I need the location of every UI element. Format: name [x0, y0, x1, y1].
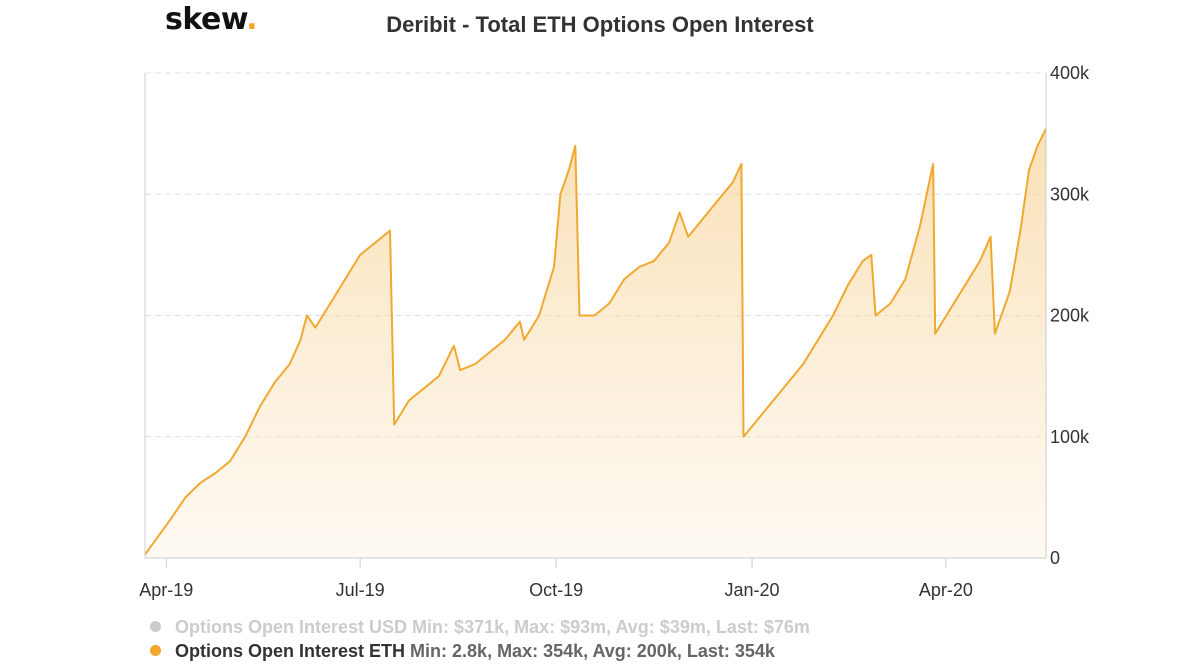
series-area	[144, 128, 1047, 559]
legend-label-eth: Options Open Interest ETH	[175, 641, 406, 661]
x-tick-label-Apr-19: Apr-19	[139, 580, 193, 600]
axes	[144, 73, 1047, 568]
y-tick-labels: 0 100k 200k 300k 400k	[1050, 63, 1090, 568]
legend-stats-usd: Min: $371k, Max: $93m, Avg: $39m, Last: …	[412, 617, 810, 637]
series-line-eth	[144, 128, 1047, 556]
legend-stats-eth: Min: 2.8k, Max: 354k, Avg: 200k, Last: 3…	[410, 641, 775, 661]
logo-dot: .	[246, 2, 258, 37]
legend-marker-eth-icon	[150, 644, 161, 656]
logo-text: skew	[165, 2, 247, 37]
x-tick-labels: Apr-19 Jul-19 Oct-19 Jan-20 Apr-20	[139, 580, 973, 600]
x-tick-label-Jul-19: Jul-19	[336, 580, 385, 600]
y-tick-label-0: 0	[1050, 548, 1060, 568]
x-tick-label-Jan-20: Jan-20	[725, 580, 780, 600]
series-area-fill-eth	[145, 128, 1046, 559]
x-tick-label-Oct-19: Oct-19	[529, 580, 583, 600]
legend-item-eth[interactable]: Options Open Interest ETH Min: 2.8k, Max…	[150, 641, 775, 662]
skew-logo: skew.	[165, 2, 258, 37]
chart-title: Deribit - Total ETH Options Open Interes…	[386, 12, 814, 37]
legend-label-usd: Options Open Interest USD	[175, 617, 408, 637]
x-tick-label-Apr-20: Apr-20	[919, 580, 973, 600]
legend-marker-usd-icon	[150, 620, 161, 632]
y-tick-label-400k: 400k	[1050, 63, 1090, 83]
y-tick-label-300k: 300k	[1050, 184, 1090, 204]
legend-item-usd[interactable]: Options Open Interest USD Min: $371k, Ma…	[150, 617, 810, 638]
y-tick-label-200k: 200k	[1050, 306, 1090, 326]
y-tick-label-100k: 100k	[1050, 427, 1090, 447]
